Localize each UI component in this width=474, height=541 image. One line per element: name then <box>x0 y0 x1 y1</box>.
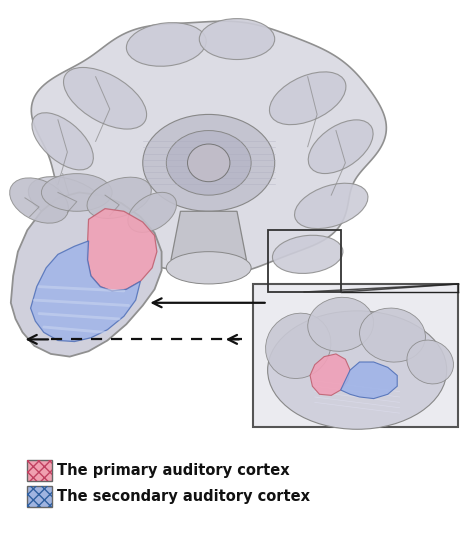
Text: The primary auditory cortex: The primary auditory cortex <box>56 463 289 478</box>
Ellipse shape <box>269 72 346 124</box>
Ellipse shape <box>273 235 343 273</box>
Bar <box>254 284 458 427</box>
Ellipse shape <box>49 228 124 269</box>
Polygon shape <box>341 362 397 399</box>
Ellipse shape <box>28 176 106 225</box>
Ellipse shape <box>128 193 176 233</box>
Polygon shape <box>31 21 386 275</box>
Bar <box>268 230 341 292</box>
Ellipse shape <box>166 252 251 284</box>
Ellipse shape <box>87 177 151 219</box>
Ellipse shape <box>308 298 374 351</box>
Ellipse shape <box>308 120 373 174</box>
Ellipse shape <box>9 178 69 223</box>
Ellipse shape <box>143 114 275 212</box>
Bar <box>27 486 52 507</box>
Ellipse shape <box>360 308 426 362</box>
Text: The secondary auditory cortex: The secondary auditory cortex <box>56 489 310 504</box>
Polygon shape <box>11 193 162 357</box>
Ellipse shape <box>188 144 230 182</box>
Polygon shape <box>310 354 350 395</box>
Ellipse shape <box>407 340 454 384</box>
Ellipse shape <box>127 23 206 66</box>
Ellipse shape <box>41 174 112 212</box>
Bar <box>27 460 52 481</box>
Polygon shape <box>171 212 246 260</box>
Bar <box>27 460 52 481</box>
Bar <box>27 486 52 507</box>
Ellipse shape <box>166 130 251 195</box>
Ellipse shape <box>265 313 331 379</box>
Ellipse shape <box>199 18 275 60</box>
Ellipse shape <box>64 68 146 129</box>
Ellipse shape <box>32 113 93 170</box>
Polygon shape <box>31 241 140 341</box>
Ellipse shape <box>268 311 447 429</box>
Ellipse shape <box>294 183 368 229</box>
Polygon shape <box>87 209 157 291</box>
